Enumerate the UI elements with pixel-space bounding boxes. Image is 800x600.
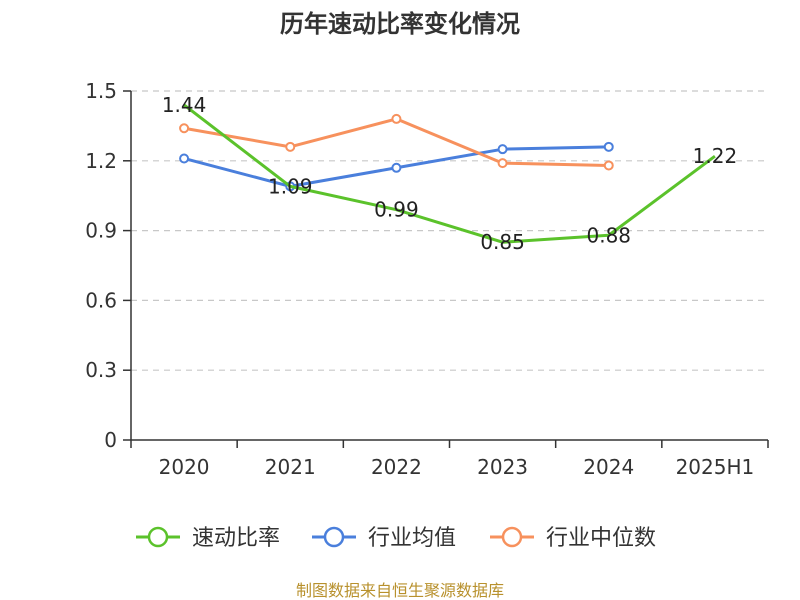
- grid-lines: [131, 90, 768, 371]
- axes: 0 0.3 0.6 0.9 1.2 1.5 2020 2021 2022 2023 2024 2025…: [85, 79, 769, 479]
- legend-label-1: 行业均值: [368, 526, 456, 551]
- x-tick-label-0: 2020: [159, 455, 210, 479]
- series-2-point-0: [179, 123, 190, 134]
- legend-label-0: 速动比率: [192, 526, 280, 551]
- series-line-0: [183, 103, 716, 244]
- series-2-point-4: [603, 160, 614, 171]
- y-tick-label-0: 0: [104, 428, 117, 452]
- series-1-point-4: [603, 141, 614, 152]
- data-label-0: 1.44: [162, 93, 207, 117]
- series-2-point-1: [285, 141, 296, 152]
- y-tick-label-5: 1.5: [85, 79, 117, 103]
- data-label-2: 0.99: [374, 198, 419, 222]
- x-tick-label-2: 2022: [371, 455, 422, 479]
- source-note: 制图数据来自恒生聚源数据库: [296, 581, 504, 600]
- x-tick-label-1: 2021: [265, 455, 316, 479]
- x-tick-label-3: 2023: [477, 455, 528, 479]
- y-tick-label-3: 0.9: [85, 219, 117, 243]
- data-label-4: 0.88: [586, 223, 631, 247]
- series-2-point-3: [497, 158, 508, 169]
- legend-marker-2: [501, 526, 523, 548]
- series-1-point-2: [391, 162, 402, 173]
- x-tick-label-5: 2025H1: [676, 455, 755, 479]
- data-label-3: 0.85: [480, 230, 525, 254]
- data-label-1: 1.09: [268, 174, 313, 198]
- series-1-point-0: [179, 153, 190, 164]
- y-tick-label-1: 0.3: [85, 358, 117, 382]
- series-lines: [179, 103, 716, 244]
- y-tick-label-4: 1.2: [85, 149, 117, 173]
- legend-label-2: 行业中位数: [546, 526, 656, 551]
- x-tick-label-4: 2024: [583, 455, 634, 479]
- y-tick-label-2: 0.6: [85, 288, 117, 312]
- series-line-2: [183, 117, 609, 167]
- legend: 速动比率 行业均值 行业中位数: [136, 526, 656, 551]
- legend-marker-0: [147, 526, 169, 548]
- legend-marker-1: [323, 526, 345, 548]
- series-2-point-2: [391, 113, 402, 124]
- data-labels: 1.44 1.09 0.99 0.85 0.88 1.22: [162, 93, 737, 254]
- data-label-5: 1.22: [693, 144, 738, 168]
- series-1-point-3: [497, 144, 508, 155]
- chart-title: 历年速动比率变化情况: [280, 10, 520, 38]
